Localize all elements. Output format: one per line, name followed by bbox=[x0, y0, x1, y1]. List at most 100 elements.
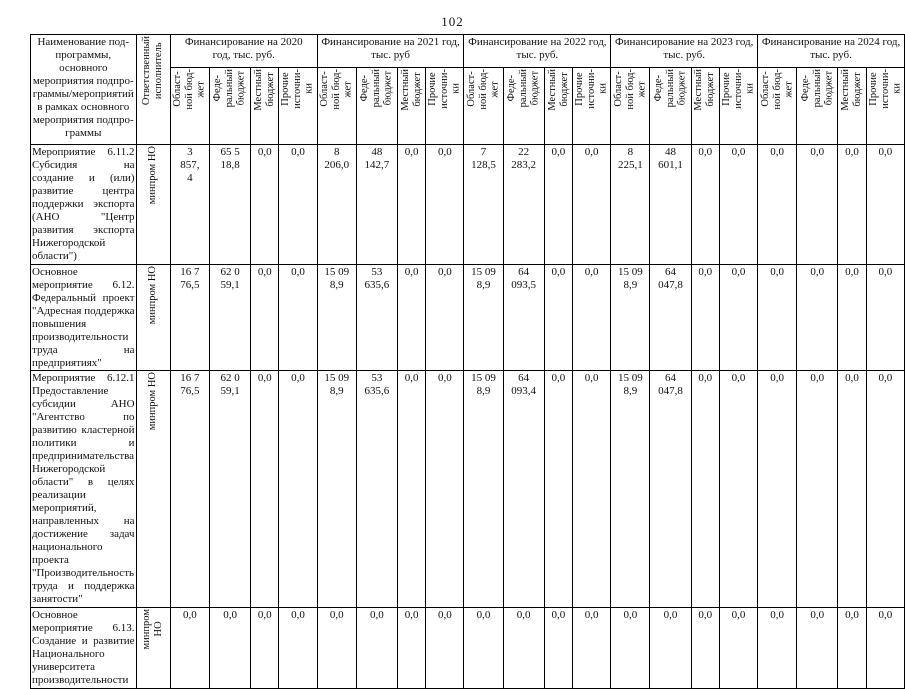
value-cell: 0,0 bbox=[837, 606, 867, 689]
header-year-2022: Финансирование на 2022 год, тыс. руб. bbox=[463, 34, 612, 68]
table-row: Основное мероприятие 6.12. Федеральный п… bbox=[30, 263, 905, 372]
subheader-other-sources: Прочие источни- ки bbox=[278, 67, 318, 145]
value-cell: 0,0 bbox=[757, 263, 798, 372]
value-cell: 0,0 bbox=[396, 370, 427, 608]
header-row-years: Наименование под- программы, основного м… bbox=[30, 34, 905, 145]
value-cell: 0,0 bbox=[796, 263, 839, 372]
value-cell: 0,0 bbox=[208, 606, 252, 689]
rotated-executor-text: минпром НО bbox=[147, 146, 159, 205]
rotated-header-text: Ответственный исполнитель bbox=[141, 36, 165, 106]
value-cell: 64 093,4 bbox=[502, 370, 545, 608]
rotated-header-text: Област- ной бюд- жет bbox=[612, 69, 648, 110]
value-cell: 0,0 bbox=[865, 263, 905, 372]
measure-name-cell: Мероприятие 6.11.2 Субсидия на создание … bbox=[30, 144, 137, 265]
rotated-header-text: Област- ной бюд- жет bbox=[759, 69, 795, 110]
value-cell: 0,0 bbox=[278, 263, 318, 372]
value-cell: 0,0 bbox=[543, 606, 574, 689]
header-year-2024: Финансирование на 2024 год, тыс. руб. bbox=[757, 34, 905, 68]
subheader-local-budget: Местный бюджет bbox=[543, 67, 574, 145]
rotated-header-text: Местный бюджет bbox=[546, 69, 570, 111]
value-cell: 62 0 59,1 bbox=[208, 370, 252, 608]
value-cell: 0,0 bbox=[396, 606, 427, 689]
value-cell: 0,0 bbox=[572, 263, 612, 372]
value-cell: 16 7 76,5 bbox=[169, 370, 210, 608]
value-cell: 0,0 bbox=[796, 144, 839, 265]
header-year-2023: Финансирование на 2023 год, тыс. руб. bbox=[610, 34, 759, 68]
executor-cell: минпром НО bbox=[135, 370, 171, 608]
value-cell: 3 857, 4 bbox=[169, 144, 210, 265]
rotated-header-text: Област- ной бюд- жет bbox=[319, 69, 354, 110]
rotated-header-text: Местный бюджет bbox=[399, 69, 423, 111]
rotated-header-text: Прочие источни- ки bbox=[867, 69, 903, 109]
subheader-other-sources: Прочие источни- ки bbox=[425, 67, 465, 145]
subheader-federal-budget: Феде- ральный бюджет bbox=[502, 67, 545, 145]
value-cell: 53 635,6 bbox=[355, 370, 398, 608]
subheader-other-sources: Прочие источни- ки bbox=[718, 67, 759, 145]
value-cell: 0,0 bbox=[718, 606, 759, 689]
value-cell: 0,0 bbox=[837, 370, 867, 608]
subheader-local-budget: Местный бюджет bbox=[396, 67, 427, 145]
value-cell: 64 093,5 bbox=[502, 263, 545, 372]
value-cell: 0,0 bbox=[649, 606, 692, 689]
rotated-executor-text: минпром НО bbox=[147, 265, 159, 324]
rotated-header-text: Прочие источни- ки bbox=[574, 69, 609, 109]
value-cell: 16 7 76,5 bbox=[169, 263, 210, 372]
value-cell: 0,0 bbox=[572, 606, 612, 689]
value-cell: 15 09 8,9 bbox=[316, 263, 357, 372]
value-cell: 0,0 bbox=[278, 370, 318, 608]
value-cell: 62 0 59,1 bbox=[208, 263, 252, 372]
value-cell: 0,0 bbox=[572, 144, 612, 265]
table-row: Основное мероприятие 6.13. Создание и ра… bbox=[30, 606, 905, 689]
value-cell: 0,0 bbox=[396, 263, 427, 372]
executor-cell: минпром НО bbox=[135, 144, 171, 265]
table-row: Мероприятие 6.12.1 Предоставление субсид… bbox=[30, 370, 905, 608]
value-cell: 0,0 bbox=[690, 370, 720, 608]
value-cell: 0,0 bbox=[757, 606, 798, 689]
value-cell: 7 128,5 bbox=[463, 144, 504, 265]
value-cell: 15 09 8,9 bbox=[316, 370, 357, 608]
rotated-header-text: Прочие источни- ки bbox=[720, 69, 756, 109]
value-cell: 0,0 bbox=[572, 370, 612, 608]
subheader-federal-budget: Феде- ральный бюджет bbox=[649, 67, 692, 145]
value-cell: 0,0 bbox=[796, 606, 839, 689]
subheader-other-sources: Прочие источни- ки bbox=[865, 67, 905, 145]
value-cell: 0,0 bbox=[837, 263, 867, 372]
value-cell: 0,0 bbox=[837, 144, 867, 265]
value-cell: 0,0 bbox=[718, 370, 759, 608]
value-cell: 8 206,0 bbox=[316, 144, 357, 265]
value-cell: 0,0 bbox=[250, 606, 280, 689]
value-cell: 22 283,2 bbox=[502, 144, 545, 265]
value-cell: 0,0 bbox=[865, 144, 905, 265]
subheader-oblast-budget: Област- ной бюд- жет bbox=[610, 67, 651, 145]
value-cell: 0,0 bbox=[865, 370, 905, 608]
header-year-2020: Финансирование на 2020 год, тыс. руб. bbox=[169, 34, 318, 68]
subheader-oblast-budget: Област- ной бюд- жет bbox=[463, 67, 504, 145]
header-name-column: Наименование под- программы, основного м… bbox=[30, 34, 137, 145]
value-cell: 0,0 bbox=[610, 606, 651, 689]
rotated-header-text: Феде- ральный бюджет bbox=[359, 69, 394, 108]
measure-name-cell: Мероприятие 6.12.1 Предоставление субсид… bbox=[30, 370, 137, 608]
value-cell: 0,0 bbox=[425, 263, 465, 372]
rotated-header-text: Местный бюджет bbox=[693, 69, 717, 111]
subheader-oblast-budget: Област- ной бюд- жет bbox=[316, 67, 357, 145]
value-cell: 64 047,8 bbox=[649, 263, 692, 372]
value-cell: 0,0 bbox=[425, 370, 465, 608]
value-cell: 0,0 bbox=[355, 606, 398, 689]
value-cell: 0,0 bbox=[796, 370, 839, 608]
value-cell: 48 601,1 bbox=[649, 144, 692, 265]
header-executor-column: Ответственный исполнитель bbox=[135, 34, 171, 145]
financing-table: Наименование под- программы, основного м… bbox=[30, 34, 905, 689]
header-year-2021: Финансирование на 2021 год, тыс. руб bbox=[316, 34, 465, 68]
value-cell: 0,0 bbox=[463, 606, 504, 689]
header-row-budgets: Област- ной бюд- жет Феде- ральный бюдже… bbox=[31, 67, 905, 145]
value-cell: 0,0 bbox=[543, 370, 574, 608]
subheader-other-sources: Прочие источни- ки bbox=[572, 67, 612, 145]
rotated-header-text: Местный бюджет bbox=[840, 69, 863, 111]
value-cell: 8 225,1 bbox=[610, 144, 651, 265]
measure-name-cell: Основное мероприятие 6.12. Федеральный п… bbox=[30, 263, 137, 372]
value-cell: 0,0 bbox=[865, 606, 905, 689]
value-cell: 0,0 bbox=[543, 263, 574, 372]
table-row: Мероприятие 6.11.2 Субсидия на создание … bbox=[30, 144, 905, 265]
value-cell: 48 142,7 bbox=[355, 144, 398, 265]
value-cell: 0,0 bbox=[690, 144, 720, 265]
